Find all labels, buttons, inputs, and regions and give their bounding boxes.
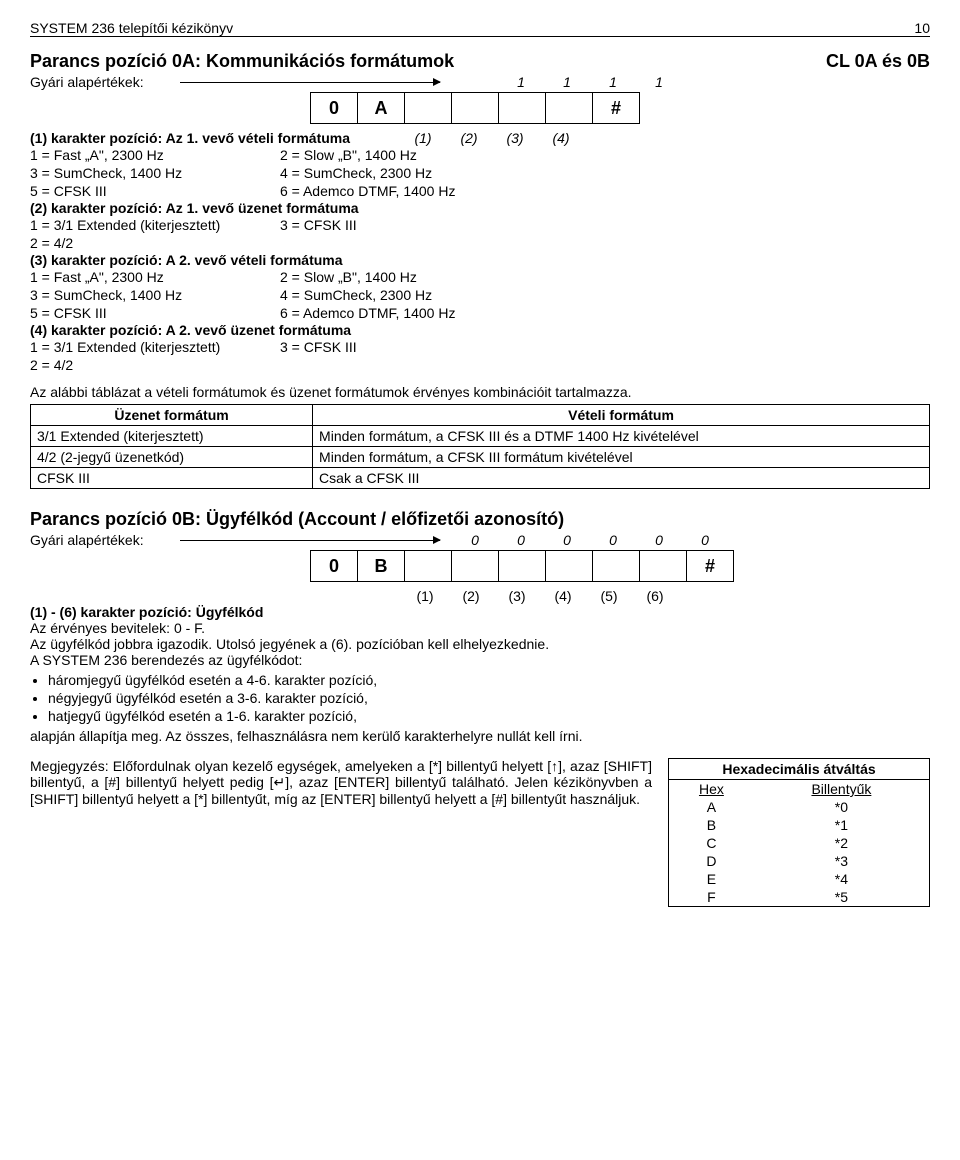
cells-0b: 0 B # (310, 550, 734, 582)
defaults-label: Gyári alapértékek: (30, 74, 180, 90)
p1-0b: (1) - (6) karakter pozíció: Ügyfélkód (30, 604, 930, 620)
combo-table: Üzenet formátum Vételi formátum 3/1 Exte… (30, 404, 930, 489)
doc-header: SYSTEM 236 telepítői kézikönyv 10 (30, 20, 930, 37)
arrow-icon (180, 540, 440, 541)
pos2-heading: (2) karakter pozíció: Az 1. vevő üzenet … (30, 200, 930, 216)
pos3-heading: (3) karakter pozíció: A 2. vevő vételi f… (30, 252, 930, 268)
cl-label: CL 0A és 0B (826, 51, 930, 72)
combo-intro: Az alábbi táblázat a vételi formátumok é… (30, 384, 930, 400)
defaults-0b: Gyári alapértékek: 0 0 0 0 0 0 (30, 532, 930, 548)
defaults-0a: Gyári alapértékek: 1 1 1 1 (30, 74, 930, 90)
section-0a-title: Parancs pozíció 0A: Kommunikációs formát… (30, 51, 454, 72)
p3-0b: Az ügyfélkód jobbra igazodik. Utolsó jeg… (30, 636, 930, 652)
pos1-opts: 1 = Fast „A", 2300 Hz 2 = Slow „B", 1400… (30, 146, 530, 200)
pos4-heading: (4) karakter pozíció: A 2. vevő üzenet f… (30, 322, 930, 338)
default-values-0b: 0 0 0 0 0 0 (452, 532, 728, 548)
pos2-block: (2) karakter pozíció: Az 1. vevő üzenet … (30, 200, 930, 252)
arrow-icon (180, 82, 440, 83)
note-hex-row: Hexadecimális átváltás Hex Billentyűk A*… (30, 758, 930, 917)
default-values-0a: 1 1 1 1 (498, 74, 682, 90)
pos2-opts: 1 = 3/1 Extended (kiterjesztett) 3 = CFS… (30, 216, 530, 252)
header-page: 10 (914, 20, 930, 36)
header-left: SYSTEM 236 telepítői kézikönyv (30, 20, 233, 36)
pos4-block: (4) karakter pozíció: A 2. vevő üzenet f… (30, 322, 930, 374)
pos4-opts: 1 = 3/1 Extended (kiterjesztett) 3 = CFS… (30, 338, 530, 374)
pos1-block: (1) karakter pozíció: Az 1. vevő vételi … (30, 130, 930, 200)
pos1-heading: (1) karakter pozíció: Az 1. vevő vételi … (30, 130, 400, 146)
table-row: 4/2 (2-jegyű üzenetkód) Minden formátum,… (31, 447, 930, 468)
table-row: 3/1 Extended (kiterjesztett) Minden form… (31, 426, 930, 447)
table-row: CFSK III Csak a CFSK III (31, 468, 930, 489)
hex-table: Hexadecimális átváltás Hex Billentyűk A*… (668, 758, 930, 907)
p2-0b: Az érvényes bevitelek: 0 - F. (30, 620, 930, 636)
p5-0b: alapján állapítja meg. Az összes, felhas… (30, 728, 930, 744)
bullets-0b: háromjegyű ügyfélkód esetén a 4-6. karak… (30, 672, 930, 724)
section-0a-title-row: Parancs pozíció 0A: Kommunikációs formát… (30, 41, 930, 74)
pos-nums-0b: (1) (2) (3) (4) (5) (6) (402, 588, 930, 604)
section-0b-title: Parancs pozíció 0B: Ügyfélkód (Account /… (30, 509, 930, 530)
pos1-nums: (1) (2) (3) (4) (400, 130, 584, 146)
pos3-block: (3) karakter pozíció: A 2. vevő vételi f… (30, 252, 930, 322)
p4-0b: A SYSTEM 236 berendezés az ügyfélkódot: (30, 652, 930, 668)
cells-0a: 0 A # (310, 92, 640, 124)
defaults-label-0b: Gyári alapértékek: (30, 532, 180, 548)
pos3-opts: 1 = Fast „A", 2300 Hz 2 = Slow „B", 1400… (30, 268, 530, 322)
